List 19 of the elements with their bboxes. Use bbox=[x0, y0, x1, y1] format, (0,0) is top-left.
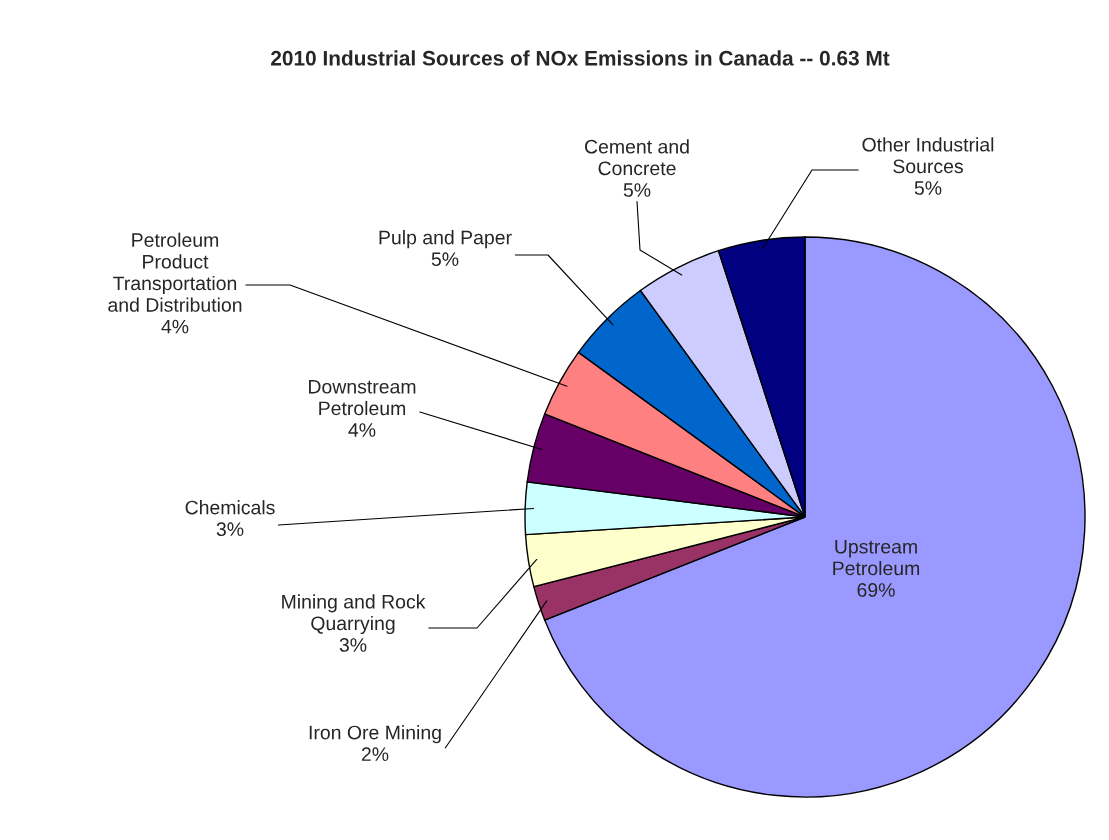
slice-label: Iron Ore Mining bbox=[309, 725, 441, 744]
data-label: 3% bbox=[339, 638, 367, 652]
data-label: 4% bbox=[348, 423, 376, 437]
data-label: 4% bbox=[161, 319, 189, 334]
data-label: 5% bbox=[914, 181, 942, 195]
data-label: 2% bbox=[361, 747, 389, 761]
slice-label: Cement and Concrete bbox=[585, 139, 689, 176]
slice-label: Chemicals bbox=[185, 500, 275, 515]
data-label: 5% bbox=[623, 183, 651, 197]
slice-label: Mining and Rock Quarrying bbox=[282, 594, 426, 635]
slice-label: Pulp and Paper bbox=[379, 230, 512, 249]
data-label: 5% bbox=[431, 252, 459, 267]
data-label: 3% bbox=[216, 522, 244, 537]
slice-label: Downstream Petroleum bbox=[309, 380, 416, 416]
slice-label: Other Industrial Sources bbox=[862, 137, 994, 174]
slice-label: Petroleum Product Transportation and Distribution bbox=[108, 232, 242, 312]
slice-label: Upstream Petroleum bbox=[833, 540, 920, 576]
data-label: 69% bbox=[857, 583, 895, 597]
chart-title: 2010 Industrial Sources of NOx Emissions in Canada -- 0.63 Mt bbox=[271, 50, 890, 66]
